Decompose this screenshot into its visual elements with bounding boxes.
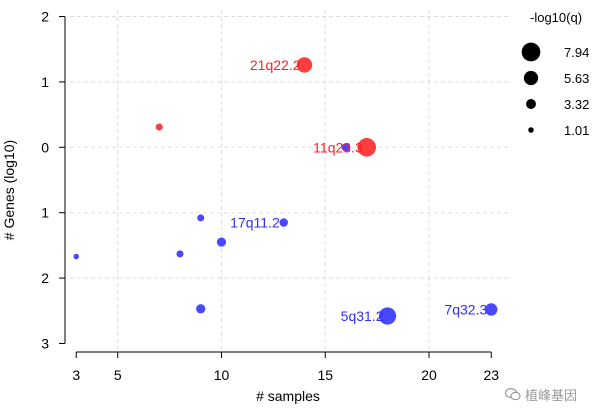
y-tick-label: 1 <box>41 74 49 90</box>
y-axis-title: # Genes (log10) <box>1 140 17 240</box>
legend-label: 1.01 <box>564 123 589 138</box>
data-point <box>485 303 498 316</box>
legend-symbol <box>528 127 534 133</box>
legend-label: 5.63 <box>564 71 589 86</box>
data-points <box>73 57 498 325</box>
x-tick-label: 10 <box>214 367 230 383</box>
data-point <box>176 250 184 258</box>
data-point <box>73 253 79 260</box>
y-tick-label: 2 <box>41 270 49 286</box>
point-label: 21q22.2 <box>250 57 301 73</box>
legend-title: -log10(q) <box>530 10 582 25</box>
x-tick-label: 15 <box>317 367 333 383</box>
legend-symbol <box>521 42 541 62</box>
x-axis-title: # samples <box>256 388 320 404</box>
grid <box>70 10 512 350</box>
watermark-text: 植峰基因 <box>525 388 578 403</box>
legend-symbol <box>526 99 536 109</box>
legend-entries: 7.94 5.63 3.32 1.01 <box>521 42 589 138</box>
y-tick-label: 2 <box>41 9 49 25</box>
point-labels: 21q22.2 11q23.3 17q11.2 5q31.2 7q32.3 <box>230 57 487 324</box>
legend-label: 3.32 <box>564 97 589 112</box>
size-legend: -log10(q) 7.94 5.63 3.32 1.01 <box>521 10 589 138</box>
data-point <box>341 143 351 152</box>
y-tick-label: 0 <box>41 139 49 155</box>
x-axis: 3 5 10 15 20 23 <box>72 351 499 383</box>
data-point <box>279 218 289 227</box>
x-tick-label: 5 <box>114 367 122 383</box>
point-label: 5q31.2 <box>341 308 384 324</box>
data-point <box>155 123 163 131</box>
x-tick-label: 3 <box>72 367 80 383</box>
data-point <box>296 57 313 73</box>
wechat-icon <box>505 388 521 401</box>
data-point <box>378 307 397 325</box>
data-point <box>196 304 206 314</box>
y-tick-label: 3 <box>41 335 49 351</box>
y-axis: 2 1 0 1 2 3 <box>41 9 66 351</box>
point-label: 7q32.3 <box>444 301 487 317</box>
x-tick-label: 20 <box>421 367 437 383</box>
legend-symbol <box>523 70 539 86</box>
y-tick-label: 1 <box>41 205 49 221</box>
watermark: 植峰基因 <box>505 385 577 404</box>
data-point <box>357 138 377 157</box>
data-point <box>216 237 227 247</box>
x-tick-label: 23 <box>483 367 499 383</box>
data-point <box>197 214 205 222</box>
point-label: 17q11.2 <box>230 215 280 231</box>
point-label: 11q23.3 <box>313 139 363 155</box>
legend-label: 7.94 <box>564 45 589 60</box>
